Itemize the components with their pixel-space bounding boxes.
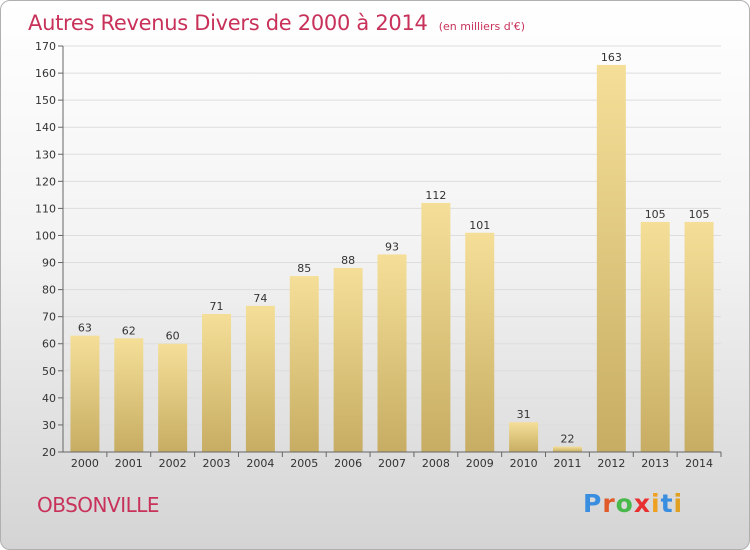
bar xyxy=(114,338,144,452)
x-tick-label: 2013 xyxy=(641,457,669,470)
x-tick-label: 2003 xyxy=(203,457,231,470)
y-tick-label: 100 xyxy=(35,229,56,242)
x-tick-label: 2014 xyxy=(685,457,713,470)
logo-letter: t xyxy=(660,489,674,518)
axes: 20 30 40 50 60 70 80 90 100 110 120 130 140 150 160 170… xyxy=(35,40,722,470)
x-tick-label: 2004 xyxy=(246,457,274,470)
bar-value-label: 60 xyxy=(166,330,180,343)
bar-value-label: 93 xyxy=(385,240,399,253)
y-tick-label: 70 xyxy=(42,311,56,324)
bar xyxy=(596,64,626,453)
bar-value-label: 105 xyxy=(689,208,710,221)
bar-value-label: 62 xyxy=(122,324,136,337)
chart-title: Autres Revenus Divers de 2000 à 2014 (en… xyxy=(28,11,525,35)
title-unit: (en milliers d'€) xyxy=(438,20,525,33)
y-tick-label: 150 xyxy=(35,94,56,107)
bar xyxy=(684,221,714,452)
bar-value-label: 71 xyxy=(210,300,224,313)
x-tick-label: 2011 xyxy=(553,457,581,470)
bar-value-label: 101 xyxy=(469,219,490,232)
bar xyxy=(465,232,495,452)
bar-value-label: 112 xyxy=(425,189,446,202)
y-tick-label: 30 xyxy=(42,419,56,432)
x-tick-label: 2009 xyxy=(466,457,494,470)
x-tick-label: 2010 xyxy=(510,457,538,470)
bar xyxy=(245,305,275,452)
bar-value-label: 163 xyxy=(601,51,622,64)
bar xyxy=(289,276,319,452)
bar-value-label: 22 xyxy=(560,433,574,446)
x-tick-label: 2006 xyxy=(334,457,362,470)
x-tick-label: 2000 xyxy=(71,457,99,470)
x-tick-label: 2005 xyxy=(290,457,318,470)
y-tick-label: 80 xyxy=(42,284,56,297)
title-text: Autres Revenus Divers de 2000 à 2014 xyxy=(28,11,428,35)
y-tick-label: 90 xyxy=(42,257,56,270)
y-tick-label: 110 xyxy=(35,202,56,215)
x-tick-label: 2002 xyxy=(159,457,187,470)
bar xyxy=(509,422,539,452)
y-tick-label: 160 xyxy=(35,67,56,80)
x-tick-label: 2008 xyxy=(422,457,450,470)
logo-letter: o xyxy=(615,489,634,518)
commune-name: OBSONVILLE xyxy=(37,493,160,517)
x-tick-label: 2001 xyxy=(115,457,143,470)
bar xyxy=(377,254,407,452)
bar xyxy=(552,446,582,452)
x-tick-label: 2007 xyxy=(378,457,406,470)
y-tick-label: 140 xyxy=(35,121,56,134)
logo-letter: r xyxy=(602,489,616,518)
bars: 63 62 60 71 74 85 88 93 112 101 31 22 163 105 105 xyxy=(70,51,714,453)
bar-value-label: 85 xyxy=(297,262,311,275)
y-tick-label: 120 xyxy=(35,175,56,188)
bar xyxy=(158,343,188,452)
x-tick-label: 2012 xyxy=(597,457,625,470)
logo-letter: x xyxy=(633,489,651,518)
logo-letter: i xyxy=(651,489,661,518)
bar xyxy=(202,313,232,452)
logo-letter: P xyxy=(583,489,603,518)
bar-value-label: 105 xyxy=(645,208,666,221)
bar xyxy=(333,267,363,452)
y-tick-label: 60 xyxy=(42,338,56,351)
bar-value-label: 88 xyxy=(341,254,355,267)
y-tick-label: 170 xyxy=(35,40,56,53)
proxiti-logo: Proxiti xyxy=(583,489,683,518)
bar xyxy=(70,335,100,452)
bar-value-label: 74 xyxy=(253,292,267,305)
y-tick-label: 20 xyxy=(42,446,56,459)
y-tick-label: 50 xyxy=(42,365,56,378)
logo-letter: i xyxy=(673,489,684,518)
bar-value-label: 31 xyxy=(517,408,531,421)
bar xyxy=(421,202,451,452)
bar xyxy=(640,221,670,452)
y-tick-label: 130 xyxy=(35,148,56,161)
y-tick-label: 40 xyxy=(42,392,56,405)
bar-value-label: 63 xyxy=(78,322,92,335)
